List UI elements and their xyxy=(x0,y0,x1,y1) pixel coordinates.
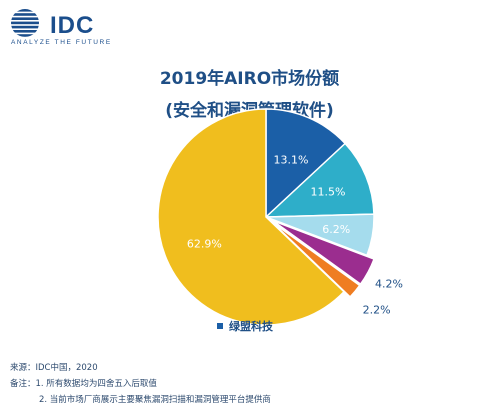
slice-label: 4.2% xyxy=(375,277,403,290)
remark-note-1: 备注：1. 所有数据均为四舍五入后取值 xyxy=(10,379,157,389)
slice-label: 6.2% xyxy=(322,223,350,236)
slice-label: 2.2% xyxy=(363,303,391,316)
slice-label: 62.9% xyxy=(187,237,222,250)
legend-label: 绿盟科技 xyxy=(229,320,273,333)
remark-note-2: 2. 当前市场厂商展示主要聚焦漏洞扫描和漏洞管理平台提供商 xyxy=(39,395,271,405)
pie-slice xyxy=(157,108,346,326)
pie-slice xyxy=(265,108,347,219)
legend-swatch xyxy=(217,323,223,329)
legend: 绿盟科技 xyxy=(217,318,273,334)
pie-slice xyxy=(272,220,375,286)
pie-slice xyxy=(271,221,361,298)
logo-name: IDC xyxy=(50,12,95,39)
slice-label: 13.1% xyxy=(274,154,309,167)
chart-title: 2019年AIRO市场份额 xyxy=(159,69,340,89)
pie-slice xyxy=(265,213,375,257)
logo-tagline: ANALYZE THE FUTURE xyxy=(11,39,112,46)
source-note: 来源：IDC中国，2020 xyxy=(10,363,98,373)
idc-logo: IDC ANALYZE THE FUTURE xyxy=(10,8,160,50)
slice-label: 11.5% xyxy=(311,186,346,199)
pie-slice xyxy=(264,142,375,218)
idc-globe-icon xyxy=(11,9,39,37)
